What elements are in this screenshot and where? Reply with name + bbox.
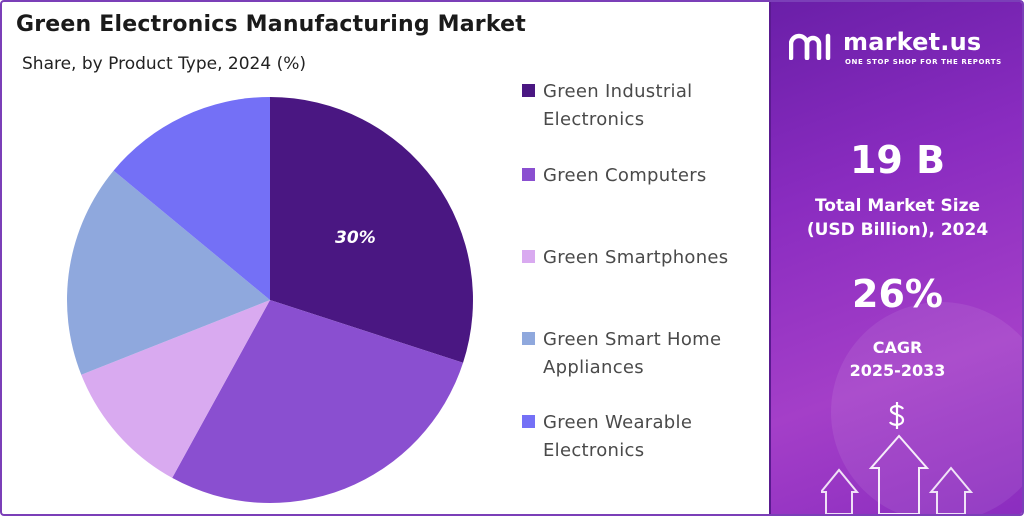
pie-slice-green-smartphones [81,300,270,478]
legend-label: Green Wearable Electronics [543,412,693,461]
growth-arrows-icon [821,434,974,514]
pie-slice-green-industrial-electronics [270,97,473,363]
legend-swatch [522,168,535,181]
legend-item-industrial-electronics: Green Industrial Electronics [522,78,762,134]
legend-swatch [522,250,535,263]
pie-slice-green-computers [172,300,464,503]
legend-swatch [522,415,535,428]
market-size-label: Total Market Size (USD Billion), 2024 [806,196,989,240]
market-us-logo-icon [789,33,831,60]
legend-label: Green Computers [543,165,707,186]
brand-name: market.us [843,28,982,56]
legend-item-smart-home-appliances: Green Smart Home Appliances [522,326,762,382]
cagr-value: 26% [852,272,943,316]
brand-tagline: ONE STOP SHOP FOR THE REPORTS [845,58,1002,66]
legend-label: Green Industrial Electronics [543,81,693,130]
legend-label: Green Smartphones [543,247,729,268]
cagr-label: CAGR 2025-2033 [849,338,946,380]
brand-block: market.us ONE STOP SHOP FOR THE REPORTS [789,28,1009,68]
summary-sidebar: market.us ONE STOP SHOP FOR THE REPORTS … [769,2,1022,514]
page-title: Green Electronics Manufacturing Market [16,12,526,37]
legend-swatch [522,84,535,97]
dollar-icon [889,402,905,429]
legend-item-wearable-electronics: Green Wearable Electronics [522,409,762,465]
legend-swatch [522,332,535,345]
pie-chart: 30% [67,97,473,503]
market-size-value: 19 B [849,138,946,182]
legend-item-smartphones: Green Smartphones [522,244,762,272]
pie-slice-green-smart-home-appliances [67,170,270,375]
pie-slice-green-wearable-electronics [113,97,270,300]
legend-item-computers: Green Computers [522,162,762,190]
chart-subtitle: Share, by Product Type, 2024 (%) [22,54,307,74]
sidebar-decoration [831,302,1022,514]
legend-label: Green Smart Home Appliances [543,329,722,378]
pie-data-label: 30% [335,228,376,248]
